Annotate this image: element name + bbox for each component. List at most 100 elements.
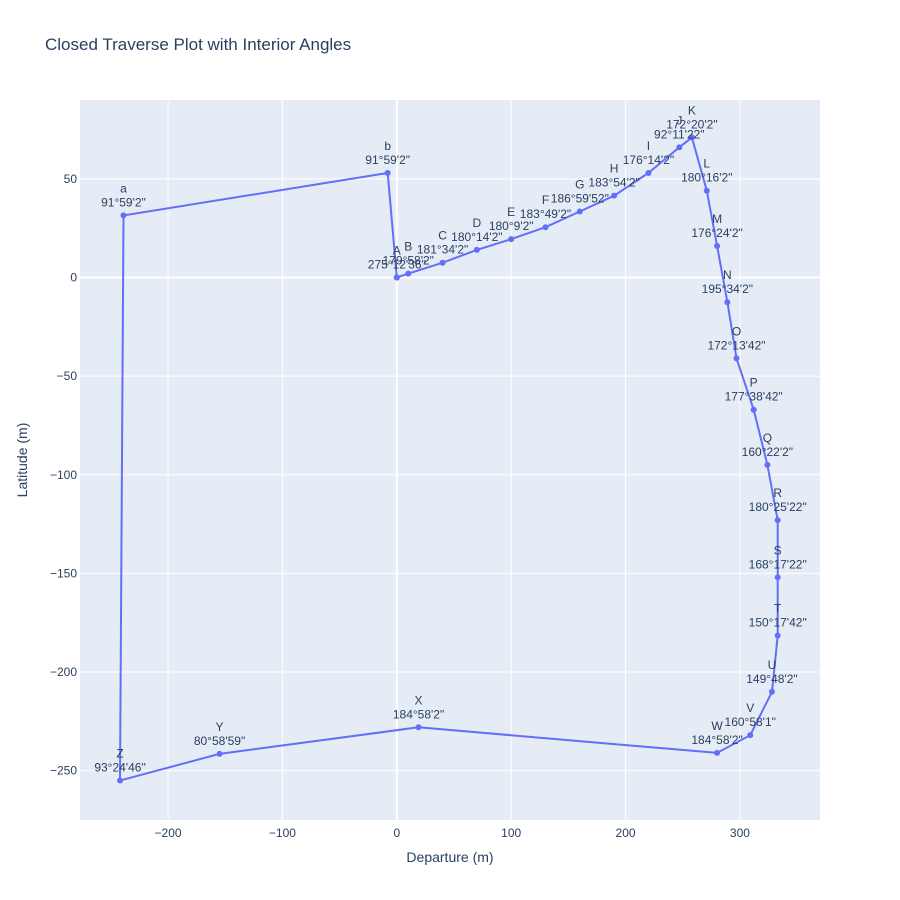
point-name-label: O [732, 324, 741, 338]
point-name-label: E [507, 205, 515, 219]
point-angle-label: 168°17'22" [749, 557, 807, 571]
point-angle-label: 160°58'1" [725, 715, 776, 729]
traverse-point-marker[interactable] [703, 187, 710, 194]
point-name-label: D [473, 216, 482, 230]
traverse-point-marker[interactable] [645, 169, 652, 176]
point-angle-label: 80°58'59" [194, 734, 245, 748]
point-name-label: T [774, 602, 782, 616]
x-tick-label: 0 [393, 826, 400, 840]
y-axis-title: Latitude (m) [14, 423, 30, 498]
tick-labels: −200 −100 0 100 200 300 50 0 −50 −100 −150 −200 −250 [50, 172, 750, 840]
point-name-label: F [542, 193, 549, 207]
point-angle-label: 93°24'46" [94, 761, 145, 775]
point-angle-label: 181°34'2" [417, 243, 468, 257]
traverse-point-marker[interactable] [676, 144, 683, 151]
y-tick-label: −50 [57, 369, 78, 383]
x-axis-title: Departure (m) [406, 849, 493, 865]
x-tick-label: −200 [155, 826, 182, 840]
point-name-label: a [120, 181, 127, 195]
traverse-point-marker[interactable] [542, 224, 549, 231]
traverse-point-marker[interactable] [120, 212, 127, 219]
traverse-point-marker[interactable] [384, 169, 391, 176]
point-name-label: A [393, 244, 401, 258]
traverse-point-marker[interactable] [415, 724, 422, 731]
point-angle-label: 172°20'2" [666, 117, 717, 131]
point-name-label: H [610, 162, 619, 176]
point-angle-label: 186°59'52" [551, 191, 609, 205]
point-name-label: N [723, 268, 732, 282]
x-tick-label: 200 [616, 826, 636, 840]
traverse-point-marker[interactable] [764, 461, 771, 468]
point-angle-label: 176°24'2" [691, 226, 742, 240]
point-angle-label: 150°17'42" [749, 616, 807, 630]
point-name-label: K [688, 103, 696, 117]
point-name-label: C [438, 229, 447, 243]
point-name-label: J [676, 113, 682, 127]
y-tick-label: 50 [64, 172, 78, 186]
traverse-point-marker[interactable] [714, 749, 721, 756]
y-tick-label: 0 [70, 271, 77, 285]
point-name-label: P [750, 376, 758, 390]
point-name-label: X [415, 693, 423, 707]
traverse-point-marker[interactable] [688, 134, 695, 141]
y-tick-label: −200 [50, 665, 77, 679]
point-angle-label: 184°58'2" [691, 733, 742, 747]
x-tick-label: −100 [269, 826, 296, 840]
grid-lines [80, 100, 820, 820]
traverse-point-marker[interactable] [117, 777, 124, 784]
traverse-point-marker[interactable] [750, 406, 757, 413]
traverse-point-marker[interactable] [774, 517, 781, 524]
point-name-label: L [703, 157, 710, 171]
point-angle-label: 92°11'22" [654, 127, 705, 141]
point-angle-label: 172°13'42" [707, 338, 765, 352]
traverse-point-marker[interactable] [216, 750, 223, 757]
y-tick-label: −250 [50, 764, 77, 778]
y-tick-label: −150 [50, 566, 77, 580]
point-name-label: V [746, 701, 754, 715]
y-tick-label: −100 [50, 468, 77, 482]
traverse-markers [117, 134, 781, 784]
traverse-point-marker[interactable] [576, 208, 583, 215]
traverse-point-marker[interactable] [714, 242, 721, 249]
traverse-point-marker[interactable] [611, 192, 618, 199]
point-angle-label: 177°38'42" [725, 390, 783, 404]
traverse-point-marker[interactable] [747, 732, 754, 739]
traverse-point-marker[interactable] [768, 688, 775, 695]
point-angle-label: 176°14'2" [623, 153, 674, 167]
traverse-point-marker[interactable] [393, 274, 400, 281]
traverse-point-marker[interactable] [724, 299, 731, 306]
point-angle-label: 179°58'2" [383, 254, 434, 268]
traverse-point-marker[interactable] [733, 355, 740, 362]
point-name-label: M [712, 212, 722, 226]
traverse-point-marker[interactable] [473, 246, 480, 253]
point-angle-label: 183°49'2" [520, 207, 571, 221]
plot-background [80, 100, 820, 820]
point-name-label: U [768, 658, 777, 672]
traverse-point-marker[interactable] [405, 270, 412, 277]
point-name-label: b [384, 139, 391, 153]
point-angle-label: 180°25'22" [749, 500, 807, 514]
point-name-label: G [575, 177, 584, 191]
point-name-label: Z [116, 747, 123, 761]
point-angle-label: 183°54'2" [588, 176, 639, 190]
point-angle-label: 91°59'2" [365, 153, 410, 167]
point-angle-label: 160°22'2" [742, 445, 793, 459]
point-angle-label: 275°12'36" [368, 258, 426, 272]
point-angle-label: 91°59'2" [101, 195, 146, 209]
point-name-label: R [773, 486, 782, 500]
traverse-point-marker[interactable] [439, 259, 446, 266]
point-angle-label: 184°58'2" [393, 707, 444, 721]
traverse-point-marker[interactable] [774, 574, 781, 581]
point-name-label: B [404, 240, 412, 254]
point-name-label: Y [216, 720, 224, 734]
point-name-label: Q [763, 431, 772, 445]
chart-title: Closed Traverse Plot with Interior Angle… [45, 35, 351, 54]
point-angle-label: 180°14'2" [451, 230, 502, 244]
point-angle-label: 195°34'2" [702, 282, 753, 296]
point-angle-label: 180°9'2" [489, 219, 534, 233]
point-angle-label: 149°48'2" [746, 672, 797, 686]
traverse-point-marker[interactable] [508, 236, 515, 243]
traverse-point-marker[interactable] [774, 632, 781, 639]
